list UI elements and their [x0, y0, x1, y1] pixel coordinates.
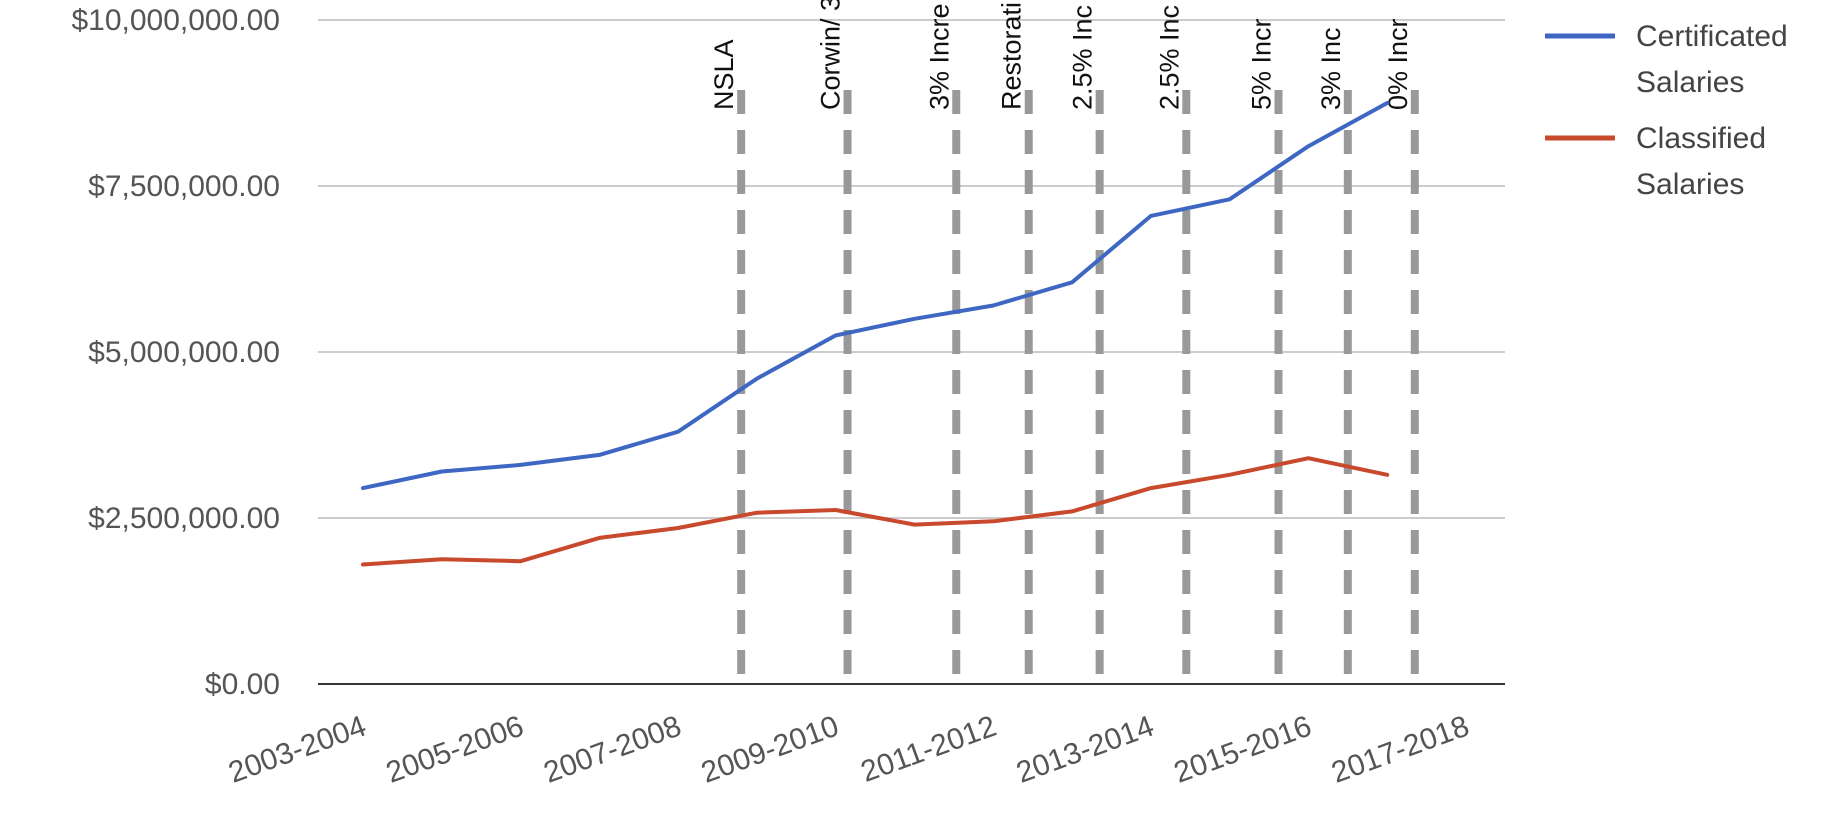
annotation-label: 3% Incre: [924, 3, 954, 110]
y-tick-label: $0.00: [205, 668, 280, 701]
annotation-lines: NSLA Corwin/ 3% Co 3% Incre Restorati 2.5% I…: [709, 0, 1419, 684]
annotation-label: NSLA: [709, 39, 739, 110]
x-tick-label: 2009-2010: [697, 710, 843, 790]
axes: $0.00 $2,500,000.00 $5,000,000.00 $7,500,00…: [71, 4, 1505, 790]
annotation-label: Restorati: [997, 2, 1027, 110]
y-tick-label: $2,500,000.00: [88, 502, 280, 535]
legend: Certificated Salaries Classified Salaries: [1545, 20, 1788, 201]
gridlines: [318, 19, 1505, 519]
x-tick-label: 2005-2006: [382, 710, 528, 790]
y-tick-label: $10,000,000.00: [71, 4, 280, 37]
annotation-label: 2.5% Inc: [1154, 5, 1184, 110]
series-lines: [361, 101, 1390, 567]
x-tick-label: 2007-2008: [539, 710, 685, 790]
annotation-label: 5% Incr: [1246, 18, 1276, 110]
annotation-label: Corwin/ 3% Co: [816, 0, 846, 110]
x-tick-label: 2013-2014: [1012, 710, 1158, 790]
y-tick-label: $7,500,000.00: [88, 170, 280, 203]
legend-label: Certificated Salaries: [1636, 20, 1788, 99]
legend-label: Classified Salaries: [1636, 122, 1766, 201]
x-tick-label: 2011-2012: [857, 710, 1001, 789]
annotation-label: 3% Inc: [1316, 27, 1346, 110]
y-tick-label: $5,000,000.00: [88, 336, 280, 369]
annotation-label: 0% Incr: [1383, 18, 1413, 110]
annotation-label: 2.5% Inc: [1068, 5, 1098, 110]
x-tick-label: 2015-2016: [1170, 710, 1316, 790]
x-tick-label: 2003-2004: [224, 710, 370, 790]
series-line: [361, 101, 1390, 491]
x-tick-label: 2017-2018: [1327, 710, 1473, 790]
series-line: [361, 456, 1390, 567]
